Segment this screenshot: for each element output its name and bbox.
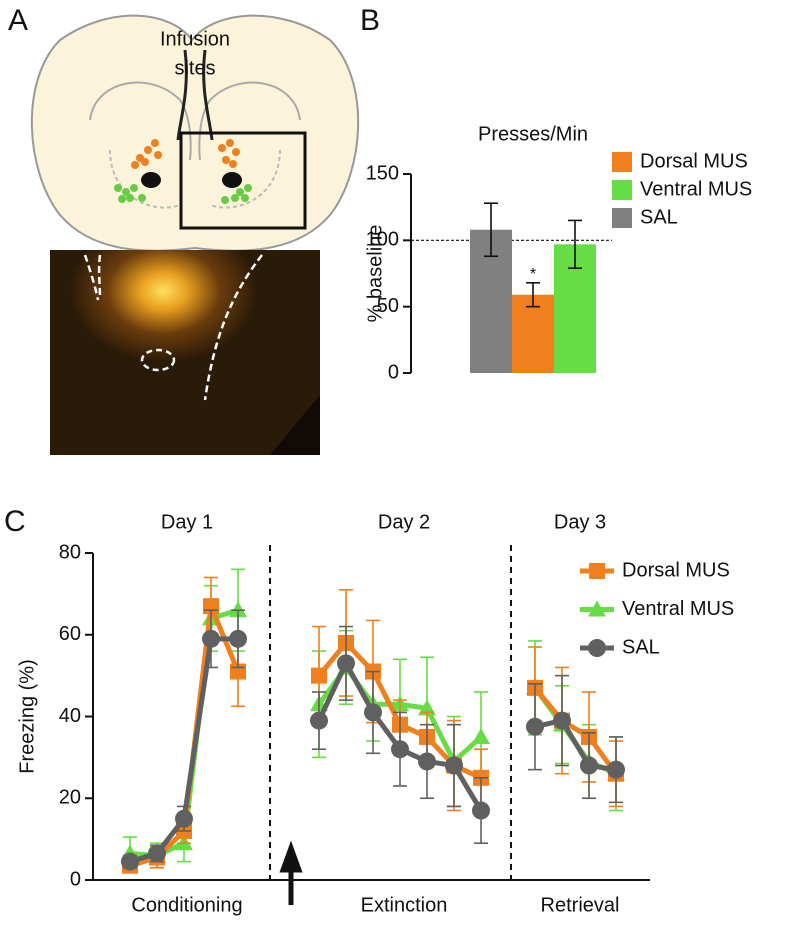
- marker: [445, 756, 463, 775]
- y-axis-label: Freezing (%): [16, 659, 38, 773]
- panel-letter: C: [4, 505, 26, 538]
- dorsal-sites: [131, 139, 240, 169]
- marker: [418, 752, 436, 771]
- marker: [607, 760, 625, 779]
- marker: [472, 801, 490, 820]
- marker: [175, 809, 193, 828]
- marker: [553, 711, 571, 730]
- y-tick-label: 80: [59, 541, 81, 563]
- marker: [391, 740, 409, 759]
- marker: [121, 852, 139, 871]
- legend-swatch: [612, 180, 632, 200]
- y-tick-label: 20: [59, 787, 81, 809]
- marker: [310, 711, 328, 730]
- outline: [83, 254, 102, 301]
- group-title: Day 2: [378, 511, 430, 533]
- y-tick-label: 50: [377, 295, 399, 317]
- group-label: Conditioning: [131, 894, 242, 916]
- marker: [148, 844, 166, 863]
- panel-letter: A: [8, 4, 28, 37]
- brain-contour: [89, 81, 301, 161]
- brain-contour: [109, 149, 281, 209]
- legend-label: Dorsal MUS: [622, 559, 730, 581]
- ventral-sites: [114, 184, 252, 204]
- annotation: *: [530, 266, 536, 283]
- marker: [229, 629, 247, 648]
- legend-marker: [588, 639, 606, 657]
- group-label: Extinction: [361, 894, 448, 916]
- panel-letter: B: [360, 4, 380, 37]
- marker: [337, 654, 355, 673]
- caption: Infusion: [160, 28, 230, 50]
- fluorescence-image: [50, 250, 320, 455]
- marker: [229, 601, 247, 618]
- marker: [580, 756, 598, 775]
- image-shadow: [270, 395, 320, 455]
- outline: [203, 254, 263, 401]
- legend-label: Ventral MUS: [622, 598, 734, 620]
- marker: [311, 667, 327, 684]
- group-title: Day 1: [161, 511, 213, 533]
- marker: [526, 717, 544, 736]
- y-tick-label: 40: [59, 705, 81, 727]
- marker: [418, 699, 436, 716]
- legend-label: Dorsal MUS: [640, 150, 748, 172]
- legend-marker: [589, 563, 605, 579]
- zoom-box: [179, 131, 307, 230]
- black-region: [141, 172, 161, 188]
- legend-marker: [588, 600, 606, 617]
- y-tick-label: 60: [59, 623, 81, 645]
- black-region: [222, 172, 242, 188]
- y-tick-label: 0: [388, 361, 399, 383]
- outline: [140, 348, 176, 372]
- y-tick-label: 0: [70, 868, 81, 890]
- legend-swatch: [612, 152, 632, 172]
- marker: [202, 629, 220, 648]
- group-label: Retrieval: [541, 894, 620, 916]
- chart-title: Presses/Min: [478, 123, 588, 145]
- legend-label: SAL: [622, 636, 660, 658]
- marker: [472, 727, 490, 744]
- legend-label: SAL: [640, 206, 678, 228]
- legend-label: Ventral MUS: [640, 178, 752, 200]
- y-tick-label: 100: [366, 229, 399, 251]
- y-tick-label: 150: [366, 162, 399, 184]
- infusion-arrow: [279, 840, 303, 905]
- group-title: Day 3: [554, 511, 606, 533]
- marker: [364, 703, 382, 722]
- bar: [512, 294, 554, 373]
- y-axis-label: % baseline: [364, 225, 386, 323]
- legend-swatch: [612, 208, 632, 228]
- panel-a: A Infusion sites: [8, 4, 360, 455]
- caption: sites: [174, 57, 215, 79]
